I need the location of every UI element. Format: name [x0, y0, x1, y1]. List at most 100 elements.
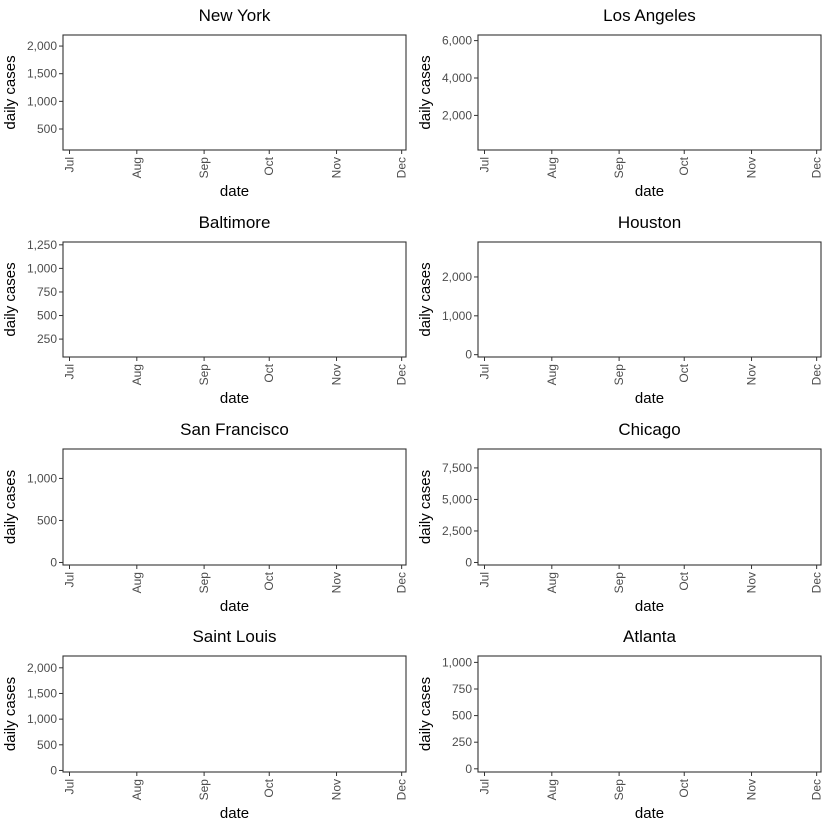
x-tick-label: Jul — [63, 364, 77, 379]
x-tick-label: Jul — [478, 364, 492, 379]
panel-border — [477, 448, 822, 566]
y-tick-label: 500 — [37, 122, 57, 136]
x-tick-label: Aug — [545, 779, 559, 800]
x-tick-label: Nov — [745, 157, 759, 178]
panel-border — [62, 241, 407, 358]
x-tick-label: Oct — [677, 571, 691, 590]
x-tick-label: Aug — [130, 779, 144, 800]
x-tick-label: Dec — [395, 157, 409, 178]
x-tick-label: Jul — [63, 779, 77, 794]
panel-border — [477, 655, 822, 773]
x-tick-label: Oct — [677, 778, 691, 797]
y-tick-label: 500 — [37, 738, 57, 752]
x-tick-label: Oct — [677, 363, 691, 382]
panel-baltimore: 250 500 750 1,000 1,250 Jul Aug Sep Oct Nov Dec Bal… — [2, 213, 409, 407]
y-tick-label: 1,000 — [27, 471, 57, 485]
x-tick-label: Sep — [612, 779, 626, 801]
x-tick-label: Dec — [395, 572, 409, 593]
y-tick-label: 500 — [37, 309, 57, 323]
panel-san-francisco: 0 500 1,000 Jul Aug Sep Oct Nov Dec San Francisco… — [2, 420, 409, 615]
panel-border — [62, 448, 407, 566]
x-tick-label: Oct — [262, 778, 276, 797]
x-tick-label: Oct — [262, 363, 276, 382]
x-axis-title: date — [635, 805, 664, 822]
y-tick-label: 1,000 — [27, 94, 57, 108]
x-tick-label: Jul — [478, 779, 492, 794]
x-tick-label: Sep — [197, 572, 211, 594]
x-tick-label: Oct — [262, 571, 276, 590]
y-tick-label: 5,000 — [442, 492, 472, 506]
panel-atlanta: 0 250 500 750 1,000 Jul Aug Sep Oct Nov Dec Atlanta… — [417, 627, 824, 822]
y-axis-title: daily cases — [417, 677, 434, 751]
panel-border — [477, 34, 822, 151]
x-tick-label: Dec — [810, 364, 824, 385]
x-tick-label: Jul — [63, 572, 77, 587]
x-tick-label: Nov — [745, 779, 759, 800]
y-tick-label: 2,000 — [27, 39, 57, 53]
y-tick-label: 1,000 — [442, 655, 472, 669]
panel-title: Houston — [618, 213, 681, 232]
x-axis-title: date — [220, 390, 249, 407]
x-axis-title: date — [220, 598, 249, 615]
x-tick-label: Oct — [677, 156, 691, 175]
y-tick-label: 0 — [465, 555, 472, 569]
y-tick-label: 1,500 — [27, 67, 57, 81]
y-tick-label: 250 — [37, 332, 57, 346]
x-tick-label: Sep — [197, 157, 211, 179]
panel-border — [62, 655, 407, 773]
x-tick-label: Nov — [330, 572, 344, 593]
y-axis-title: daily cases — [2, 55, 19, 129]
y-tick-label: 250 — [452, 735, 472, 749]
panel-chicago: 0 2,500 5,000 7,500 Jul Aug Sep Oct Nov Dec Chicag… — [417, 420, 824, 615]
y-tick-label: 0 — [50, 555, 57, 569]
x-tick-label: Jul — [478, 572, 492, 587]
x-tick-label: Sep — [197, 779, 211, 801]
y-tick-label: 750 — [452, 682, 472, 696]
x-axis-title: date — [635, 390, 664, 407]
panel-title: Saint Louis — [192, 627, 276, 646]
x-tick-label: Nov — [330, 779, 344, 800]
x-tick-label: Nov — [745, 364, 759, 385]
panel-title: Chicago — [618, 420, 680, 439]
panel-los-angeles: 2,000 4,000 6,000 Jul Aug Sep Oct Nov Dec Los Ang… — [417, 6, 824, 200]
x-tick-label: Jul — [63, 157, 77, 172]
x-tick-label: Nov — [330, 364, 344, 385]
y-tick-label: 1,000 — [27, 261, 57, 275]
x-tick-label: Aug — [545, 364, 559, 385]
panel-title: Baltimore — [199, 213, 271, 232]
x-tick-label: Aug — [130, 572, 144, 593]
y-tick-label: 2,000 — [442, 270, 472, 284]
y-tick-label: 1,500 — [27, 686, 57, 700]
y-tick-label: 750 — [37, 285, 57, 299]
y-tick-label: 2,000 — [442, 108, 472, 122]
y-tick-label: 1,000 — [27, 712, 57, 726]
y-tick-label: 7,500 — [442, 461, 472, 475]
y-tick-label: 2,000 — [27, 661, 57, 675]
x-tick-label: Sep — [612, 364, 626, 386]
y-axis-title: daily cases — [417, 262, 434, 336]
x-axis-title: date — [635, 598, 664, 615]
x-tick-label: Nov — [330, 157, 344, 178]
y-tick-label: 4,000 — [442, 71, 472, 85]
x-tick-label: Dec — [395, 779, 409, 800]
x-tick-label: Nov — [745, 572, 759, 593]
x-tick-label: Sep — [612, 157, 626, 179]
panel-border — [477, 241, 822, 358]
x-axis-title: date — [635, 183, 664, 200]
x-tick-label: Dec — [810, 157, 824, 178]
x-tick-label: Aug — [545, 572, 559, 593]
panel-saint-louis: 0 500 1,000 1,500 2,000 Jul Aug Sep Oct Nov Dec Sai… — [2, 627, 409, 822]
x-tick-label: Dec — [810, 779, 824, 800]
y-axis-title: daily cases — [417, 470, 434, 544]
y-axis-title: daily cases — [2, 262, 19, 336]
panel-title: Atlanta — [623, 627, 676, 646]
y-axis-title: daily cases — [2, 470, 19, 544]
y-tick-label: 6,000 — [442, 34, 472, 48]
panel-title: San Francisco — [180, 420, 289, 439]
y-axis-title: daily cases — [2, 677, 19, 751]
panel-title: Los Angeles — [603, 6, 696, 25]
x-axis-title: date — [220, 183, 249, 200]
panel-border — [62, 34, 407, 151]
y-tick-label: 500 — [37, 513, 57, 527]
